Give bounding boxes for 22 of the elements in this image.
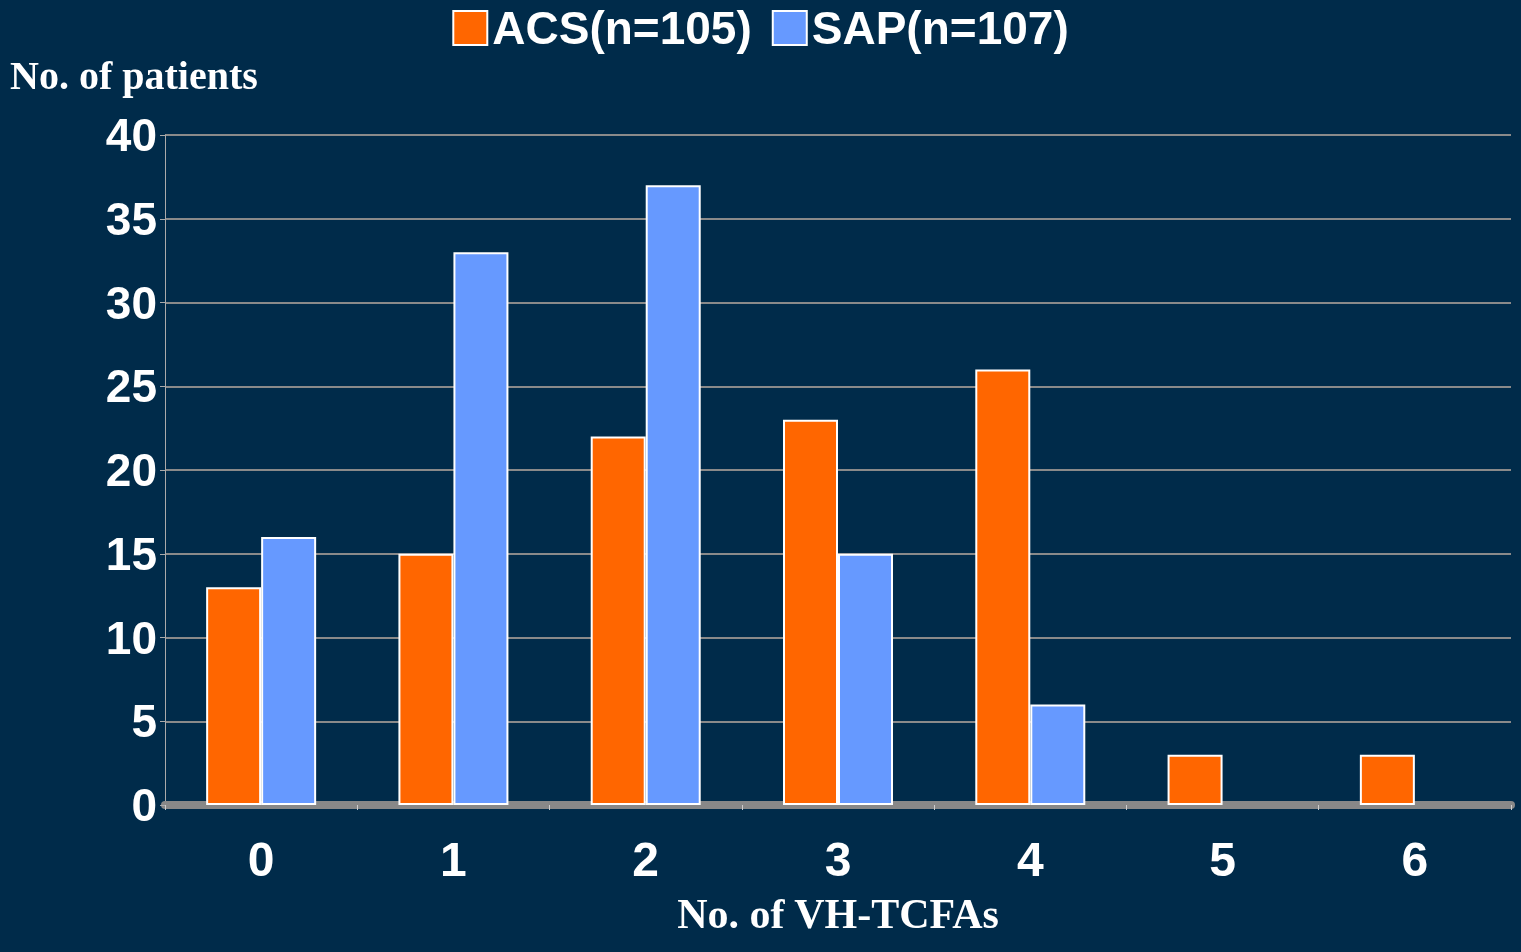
y-tick-label: 15	[105, 527, 157, 580]
x-tick-label: 0	[247, 832, 275, 886]
y-tick-label: 0	[131, 779, 157, 831]
bar	[1359, 754, 1415, 805]
bar	[1167, 754, 1223, 805]
x-tick-label: 4	[1016, 832, 1044, 886]
y-axis-title: No. of patients	[10, 52, 258, 98]
x-tick-label: 1	[440, 832, 467, 886]
y-tick-label: 5	[131, 695, 157, 748]
x-tick-label: 3	[824, 832, 852, 886]
y-tick-label: 25	[105, 360, 157, 413]
legend-label: ACS(n=105)	[492, 2, 752, 54]
y-tick-label: 10	[105, 611, 157, 664]
legend-label: SAP(n=107)	[811, 2, 1069, 54]
y-tick-label: 35	[105, 192, 157, 245]
x-tick-label: 5	[1209, 832, 1236, 886]
y-tick-label: 20	[105, 444, 157, 496]
y-tick-label: 40	[105, 109, 157, 161]
x-axis-title: No. of VH-TCFAs	[677, 891, 999, 937]
x-tick-label: 6	[1401, 832, 1429, 886]
y-tick-label: 30	[105, 276, 157, 329]
x-tick-label: 2	[632, 832, 660, 886]
